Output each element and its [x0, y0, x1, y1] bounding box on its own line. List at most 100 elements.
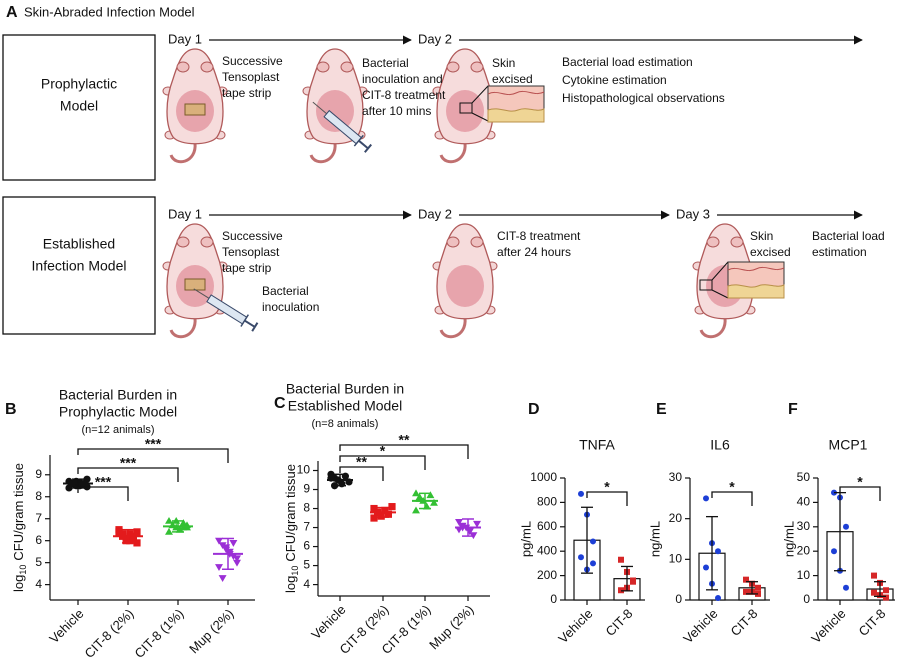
- y-label-part: CFU/gram tissue: [11, 463, 26, 561]
- data-point: [843, 523, 849, 530]
- diagram-title: Skin-Abraded Infection Model: [24, 4, 195, 19]
- error-bar: [746, 581, 758, 595]
- y-tick-label: 7: [303, 520, 310, 534]
- y-tick-label: 30: [669, 470, 683, 484]
- y-label-sub: 10: [18, 565, 28, 575]
- data-point: [229, 539, 238, 547]
- y-tick-label: 0: [803, 592, 810, 606]
- model-label: Infection Model: [32, 258, 127, 274]
- step-text: tape strip: [222, 261, 272, 275]
- step-text: Bacterial load estimation: [562, 55, 693, 69]
- data-point: [129, 534, 137, 543]
- chart-subtitle: (n=12 animals): [81, 424, 154, 436]
- chart-title: Prophylactic Model: [59, 404, 177, 420]
- significance-bracket: [839, 486, 881, 501]
- illustrations: [2, 34, 785, 339]
- data-point: [229, 553, 238, 561]
- data-point: [218, 542, 227, 550]
- error-bar: [874, 581, 886, 597]
- data-point: [381, 506, 389, 515]
- error-bar: [377, 506, 389, 518]
- error-bar: [706, 515, 718, 591]
- y-tick-label: 5: [35, 555, 42, 569]
- panel-label: E: [656, 401, 667, 418]
- data-point: [215, 537, 223, 545]
- data-point: [384, 510, 392, 518]
- data-point: [377, 512, 385, 520]
- data-point: [871, 572, 877, 579]
- error-bar: [222, 537, 234, 570]
- y-tick-label: 0: [550, 592, 557, 606]
- data-point: [133, 539, 141, 547]
- chart-title: Bacterial Burden in: [59, 387, 177, 403]
- day-label: Day 1: [168, 31, 202, 46]
- data-point: [630, 577, 636, 584]
- significance-label: ***: [95, 474, 112, 490]
- data-point: [215, 564, 223, 572]
- y-tick-label: 10: [297, 463, 311, 477]
- step-text: CIT-8 treatment: [497, 229, 581, 243]
- step-text: after 24 hours: [497, 245, 571, 259]
- significance-label: *: [380, 443, 386, 459]
- step-text: Bacterial: [362, 56, 409, 70]
- step-text: inoculation: [262, 300, 319, 314]
- y-tick-label: 20: [797, 543, 811, 557]
- step-text: Skin: [492, 56, 515, 70]
- step-text: after 10 mins: [362, 104, 431, 118]
- step-text: excised: [492, 72, 533, 86]
- significance-bracket: [339, 466, 384, 481]
- significance-label: **: [399, 432, 410, 448]
- data-point: [388, 503, 396, 511]
- y-axis-label: log10 CFU/gram tissue: [11, 463, 28, 592]
- data-point: [473, 520, 481, 528]
- y-axis-label: log10 CFU/gram tissue: [283, 464, 300, 593]
- data-point: [578, 490, 584, 497]
- data-point: [122, 537, 130, 545]
- error-bar: [581, 506, 593, 574]
- y-tick-label: 200: [537, 568, 557, 582]
- data-point: [743, 588, 749, 595]
- data-point: [233, 559, 241, 567]
- model-label: Model: [60, 98, 98, 114]
- data-point: [370, 504, 378, 513]
- data-point: [165, 527, 173, 535]
- significance-bracket: [339, 444, 469, 459]
- y-tick-label: 6: [35, 533, 42, 547]
- step-text: Tensoplast: [222, 245, 280, 259]
- panel-label: B: [5, 401, 17, 418]
- error-bar: [621, 565, 633, 592]
- y-tick-label: 8: [303, 501, 310, 515]
- data-point: [426, 491, 435, 499]
- y-tick-label: 9: [303, 482, 310, 496]
- step-text: Histopathological observations: [562, 91, 725, 105]
- error-bar: [172, 520, 184, 533]
- y-label-part: log: [11, 575, 26, 592]
- step-text: Successive: [222, 54, 283, 68]
- error-bar: [334, 473, 346, 487]
- significance-label: ***: [145, 436, 162, 452]
- error-bar: [462, 518, 474, 537]
- chart-title: Established Model: [288, 398, 402, 414]
- data-point: [831, 548, 837, 555]
- y-tick-label: 30: [797, 519, 811, 533]
- step-text: CIT-8 treatment: [362, 88, 446, 102]
- y-axis-label: ng/mL: [781, 521, 796, 557]
- data-point: [883, 594, 889, 601]
- data-point: [412, 489, 420, 497]
- y-tick-label: 9: [35, 467, 42, 481]
- y-tick-label: 40: [797, 495, 811, 509]
- model-label: Prophylactic: [41, 76, 117, 92]
- day-label: Day 2: [418, 206, 452, 221]
- step-text: excised: [750, 245, 791, 259]
- significance-bracket: [711, 491, 753, 506]
- y-tick-label: 1000: [530, 470, 557, 484]
- y-tick-label: 400: [537, 543, 557, 557]
- data-point: [590, 538, 596, 545]
- step-text: Successive: [222, 229, 283, 243]
- y-tick-label: 7: [35, 511, 42, 525]
- significance-bracket: [77, 448, 229, 463]
- data-point: [133, 528, 141, 536]
- step-text: tape strip: [222, 86, 272, 100]
- y-tick-label: 4: [303, 577, 310, 591]
